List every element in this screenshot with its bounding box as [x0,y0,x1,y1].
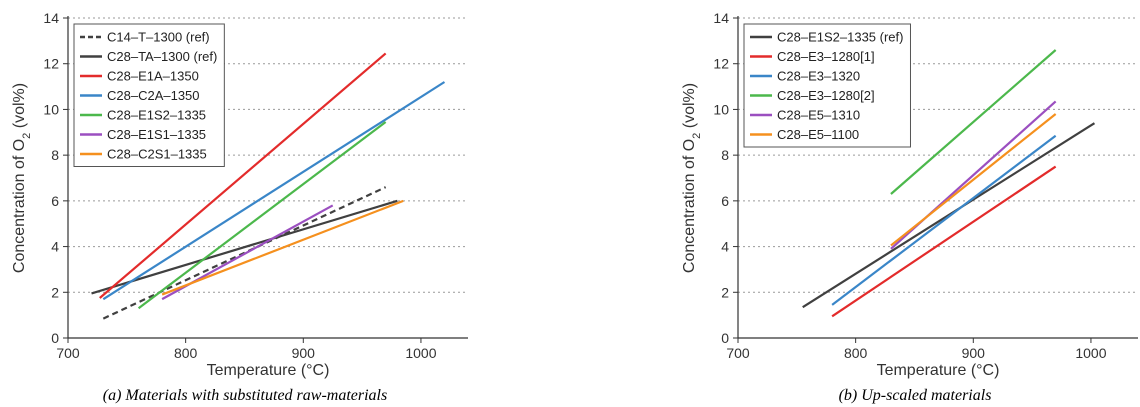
x-tick-label: 800 [844,345,868,361]
series-line [890,49,1057,195]
y-tick-label: 4 [51,239,59,255]
legend-label: C28–C2S1–1335 [107,147,207,162]
figure-caption: (a) Materials with substituted raw-mater… [103,387,387,404]
legend: C14–T–1300 (ref) C28–TA–1300 (ref) C28–E1A… [73,23,225,167]
x-tick-label: 1000 [1075,345,1106,361]
legend-label: C28–E5–1100 [777,127,859,142]
legend-label: C28–C2A–1350 [107,88,200,103]
y-tick-label: 0 [721,330,729,346]
legend-label: C28–E1S1–1335 [107,127,206,142]
y-tick-label: 0 [51,330,59,346]
y-axis-label: Concentration of O2 (vol%) [11,83,33,273]
legend-label: C28–E5–1310 [777,108,860,123]
legend-label: C28–E1S2–1335 (ref) [777,30,903,45]
y-tick-label: 10 [43,101,59,117]
y-axis-label: Concentration of O2 (vol%) [681,83,703,273]
legend-label: C28–E1S2–1335 [107,108,206,123]
legend-box [743,23,911,148]
y-tick-label: 2 [51,284,59,300]
y-tick-label: 6 [51,193,59,209]
series-line [99,52,387,299]
y-tick-label: 10 [713,101,729,117]
y-tick-label: 12 [43,56,59,72]
x-tick-label: 700 [726,345,750,361]
legend-label: C28–E3–1280[2] [777,88,875,103]
y-tick-label: 14 [713,10,729,26]
series-line [831,165,1057,318]
y-tick-label: 14 [43,10,59,26]
series-line [102,81,446,301]
x-tick-label: 800 [174,345,198,361]
y-tick-label: 2 [721,284,729,300]
y-tick-label: 8 [51,147,59,163]
series-line [890,113,1057,247]
series-line [91,199,398,295]
chart-a: 0 2 4 6 8 10 12 14 700 800 900 1000 Temperature (°C)… [11,10,468,404]
legend-label: C28–E3–1320 [777,69,860,84]
x-tick-label: 900 [962,345,986,361]
legend-label: C28–E1A–1350 [107,69,199,84]
y-tick-label: 4 [721,239,729,255]
x-axis-label: Temperature (°C) [207,362,330,379]
series-line [161,199,404,296]
x-tick-label: 1000 [405,345,436,361]
legend-label: C14–T–1300 (ref) [107,30,210,45]
y-tick-label: 6 [721,193,729,209]
x-tick-label: 700 [56,345,80,361]
chart-b: 0 2 4 6 8 10 12 14 700 800 900 1000 Temperature (°C)… [681,10,1138,404]
legend: C28–E1S2–1335 (ref) C28–E3–1280[1] C28–E3–… [743,23,911,148]
legend-label: C28–E3–1280[1] [777,49,875,64]
legend-label: C28–TA–1300 (ref) [107,49,217,64]
series-line [137,121,387,310]
y-tick-label: 8 [721,147,729,163]
y-tick-label: 12 [713,56,729,72]
figure-caption: (b) Up-scaled materials [839,387,992,404]
series-line [831,134,1057,306]
series-line [802,122,1096,309]
x-tick-label: 900 [292,345,316,361]
x-axis-label: Temperature (°C) [877,362,1000,379]
